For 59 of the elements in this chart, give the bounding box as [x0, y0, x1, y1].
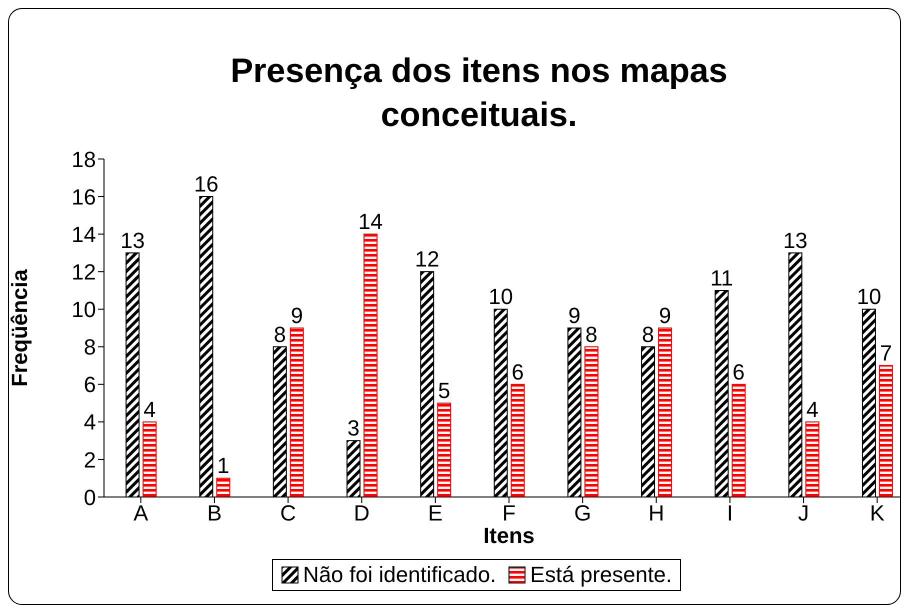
- legend-label: Está presente.: [529, 562, 672, 588]
- data-label: 10: [488, 284, 514, 310]
- y-axis-title: Freqüência: [6, 268, 32, 387]
- bar: [878, 365, 893, 497]
- y-tick-label: 2: [84, 447, 96, 472]
- x-tick-label: F: [502, 500, 516, 526]
- y-tick-label: 6: [84, 372, 96, 398]
- x-axis-title: Itens: [483, 523, 535, 548]
- data-label: 11: [710, 265, 734, 290]
- bar: [732, 384, 746, 497]
- x-tick-label: E: [428, 500, 443, 526]
- data-label: 10: [856, 284, 882, 310]
- y-tick-label: 4: [84, 410, 96, 435]
- bar: [216, 478, 230, 497]
- y-tick-label: 16: [72, 184, 96, 210]
- data-label: 14: [358, 209, 383, 234]
- x-tick-label: J: [798, 500, 810, 526]
- x-tick-label: B: [207, 500, 222, 526]
- bar: [805, 421, 820, 497]
- data-label: 9: [290, 303, 303, 328]
- x-tick-label: C: [280, 500, 296, 526]
- bar: [510, 384, 525, 497]
- data-label: 6: [512, 359, 524, 384]
- data-label: 13: [783, 228, 808, 253]
- bar: [290, 328, 304, 497]
- data-label: 13: [120, 228, 145, 253]
- bar: [364, 234, 378, 497]
- legend-label: Não foi identificado.: [302, 562, 496, 588]
- y-tick-label: 8: [84, 334, 96, 360]
- bar: [437, 402, 452, 497]
- data-label: 3: [347, 416, 360, 441]
- bar: [584, 346, 598, 497]
- data-label: 5: [438, 378, 450, 404]
- data-label: 16: [194, 172, 218, 197]
- y-tick-label: 14: [72, 222, 96, 247]
- bar: [658, 328, 672, 497]
- data-label: 7: [880, 340, 892, 366]
- x-tick-label: H: [648, 500, 664, 526]
- data-label: 8: [585, 322, 598, 347]
- x-tick-label: D: [354, 500, 370, 526]
- data-label: 9: [568, 303, 581, 328]
- bar: [142, 421, 157, 497]
- x-tick-label: G: [574, 500, 592, 526]
- data-label: 9: [658, 303, 672, 328]
- data-label: 4: [143, 396, 156, 422]
- data-label: 6: [732, 359, 745, 384]
- y-tick-label: 12: [72, 259, 96, 284]
- data-label: 1: [217, 453, 230, 478]
- x-tick-label: A: [133, 500, 148, 526]
- data-label: 4: [806, 396, 818, 422]
- x-tick-label: K: [870, 500, 885, 526]
- data-label: 12: [414, 246, 440, 272]
- y-tick-label: 18: [72, 146, 96, 172]
- y-tick-label: 10: [72, 297, 96, 322]
- y-tick-label: 0: [84, 484, 96, 510]
- data-label: 8: [642, 322, 654, 347]
- data-label: 8: [274, 322, 286, 347]
- chart-title: Presença dos itens nos mapas conceituais.: [230, 51, 728, 136]
- x-tick-label: I: [726, 500, 733, 526]
